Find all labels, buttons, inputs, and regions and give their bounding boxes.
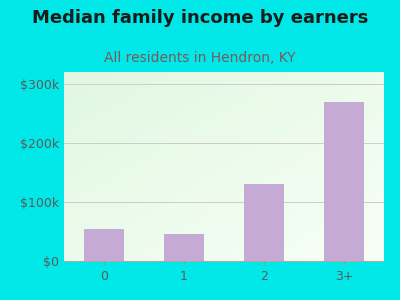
Text: Median family income by earners: Median family income by earners: [32, 9, 368, 27]
Text: All residents in Hendron, KY: All residents in Hendron, KY: [104, 51, 296, 65]
Bar: [244, 184, 284, 261]
Bar: [324, 101, 364, 261]
Bar: [84, 229, 124, 261]
Bar: [164, 234, 204, 261]
